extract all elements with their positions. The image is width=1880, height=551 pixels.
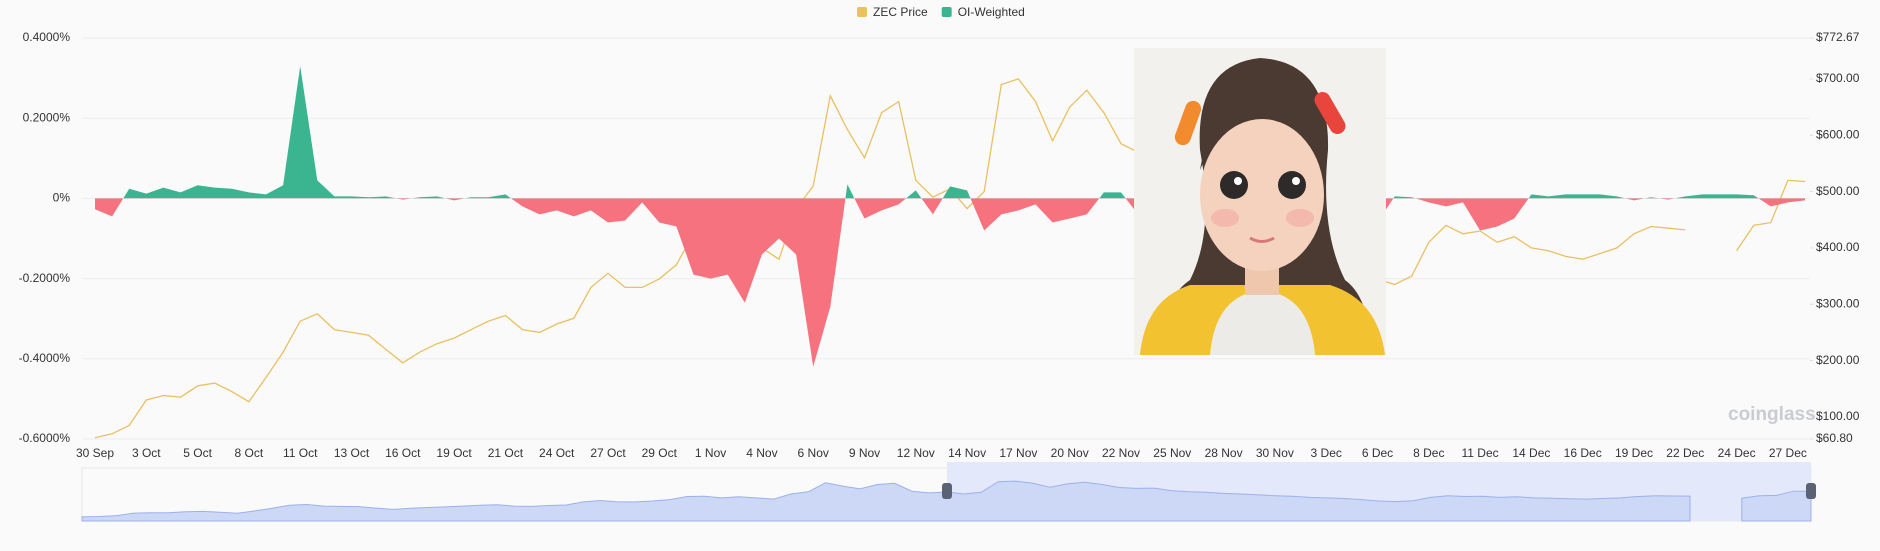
x-tick-label: 25 Nov bbox=[1153, 446, 1191, 460]
zoom-handle[interactable] bbox=[1806, 483, 1816, 499]
x-tick-label: 8 Dec bbox=[1413, 446, 1444, 460]
y-tick-label: 0.2000% bbox=[23, 110, 71, 124]
y2-tick-label: $772.67 bbox=[1816, 30, 1860, 44]
y-tick-label: 0.4000% bbox=[23, 30, 71, 44]
zoom-area bbox=[81, 480, 1691, 522]
x-tick-label: 20 Nov bbox=[1051, 446, 1089, 460]
x-tick-label: 12 Nov bbox=[897, 446, 935, 460]
avatar-cheek bbox=[1211, 209, 1239, 227]
area-positive bbox=[123, 66, 1759, 199]
x-tick-label: 27 Oct bbox=[590, 446, 626, 460]
y2-tick-label: $400.00 bbox=[1816, 240, 1860, 254]
avatar-shirt bbox=[1210, 290, 1315, 355]
x-tick-label: 21 Oct bbox=[488, 446, 524, 460]
y2-tick-label: $200.00 bbox=[1816, 353, 1860, 367]
y2-tick-label: $60.80 bbox=[1816, 431, 1853, 445]
x-tick-label: 5 Oct bbox=[183, 446, 212, 460]
avatar-mouth bbox=[1249, 236, 1275, 243]
x-tick-label: 22 Nov bbox=[1102, 446, 1140, 460]
y-tick-label: -0.2000% bbox=[19, 271, 71, 285]
y2-tick-label: $100.00 bbox=[1816, 409, 1860, 423]
y2-tick-label: $600.00 bbox=[1816, 127, 1860, 141]
x-tick-label: 24 Dec bbox=[1718, 446, 1756, 460]
axes: -0.6000% -0.4000% -0.2000% 0% 0.2000% 0.4000%… bbox=[19, 30, 1860, 460]
x-tick-label: 11 Oct bbox=[283, 446, 318, 460]
x-tick-label: 13 Oct bbox=[334, 446, 370, 460]
x-tick-label: 3 Oct bbox=[132, 446, 161, 460]
legend-label: OI-Weighted bbox=[958, 5, 1025, 19]
x-tick-label: 9 Nov bbox=[849, 446, 880, 460]
y-tick-label: -0.6000% bbox=[19, 431, 71, 445]
avatar-eye-light bbox=[1292, 177, 1300, 185]
y-tick-label: -0.4000% bbox=[19, 351, 71, 365]
legend-label: ZEC Price bbox=[873, 5, 928, 19]
legend-swatch bbox=[941, 7, 952, 17]
x-tick-label: 19 Dec bbox=[1615, 446, 1653, 460]
avatar-eye bbox=[1220, 171, 1248, 199]
x-tick-label: 8 Oct bbox=[235, 446, 264, 460]
data-zoom[interactable] bbox=[81, 462, 1816, 522]
x-tick-label: 29 Oct bbox=[642, 446, 678, 460]
x-tick-label: 14 Nov bbox=[948, 446, 986, 460]
plot bbox=[94, 66, 1806, 439]
avatar-cheek bbox=[1286, 209, 1314, 227]
x-tick-label: 17 Nov bbox=[999, 446, 1037, 460]
avatar-eye bbox=[1278, 171, 1306, 199]
price-line bbox=[94, 78, 1806, 439]
watermark: coinglass bbox=[1728, 404, 1816, 425]
avatar-face bbox=[1200, 119, 1324, 271]
y-tick-label: 0% bbox=[53, 191, 71, 205]
x-tick-label: 14 Dec bbox=[1512, 446, 1550, 460]
x-tick-label: 27 Dec bbox=[1769, 446, 1807, 460]
x-tick-label: 6 Dec bbox=[1362, 446, 1393, 460]
x-tick-label: 30 Sep bbox=[76, 446, 114, 460]
x-tick-label: 4 Nov bbox=[746, 446, 777, 460]
area-negative bbox=[95, 198, 1805, 367]
y2-tick-label: $300.00 bbox=[1816, 296, 1860, 310]
avatar-fringe bbox=[1200, 80, 1325, 170]
x-tick-label: 24 Oct bbox=[539, 446, 575, 460]
x-tick-label: 1 Nov bbox=[695, 446, 726, 460]
avatar-clip bbox=[1314, 92, 1346, 134]
x-tick-label: 3 Dec bbox=[1311, 446, 1342, 460]
y2-tick-label: $700.00 bbox=[1816, 71, 1860, 85]
legend: ZEC Price OI-Weighted bbox=[857, 5, 1025, 19]
x-tick-label: 19 Oct bbox=[436, 446, 472, 460]
avatar bbox=[1134, 48, 1386, 355]
x-tick-label: 6 Nov bbox=[798, 446, 829, 460]
x-tick-label: 22 Dec bbox=[1666, 446, 1704, 460]
legend-swatch bbox=[857, 7, 867, 17]
avatar-eye-light bbox=[1234, 177, 1242, 185]
zoom-area bbox=[1741, 490, 1812, 522]
grid bbox=[83, 37, 1810, 440]
zoom-handle[interactable] bbox=[942, 483, 952, 499]
x-tick-label: 11 Dec bbox=[1462, 446, 1499, 460]
y2-tick-label: $500.00 bbox=[1816, 184, 1860, 198]
x-tick-label: 28 Nov bbox=[1205, 446, 1243, 460]
x-tick-label: 16 Dec bbox=[1564, 446, 1602, 460]
x-tick-label: 30 Nov bbox=[1256, 446, 1294, 460]
avatar-clip bbox=[1174, 100, 1202, 146]
x-tick-label: 16 Oct bbox=[385, 446, 421, 460]
